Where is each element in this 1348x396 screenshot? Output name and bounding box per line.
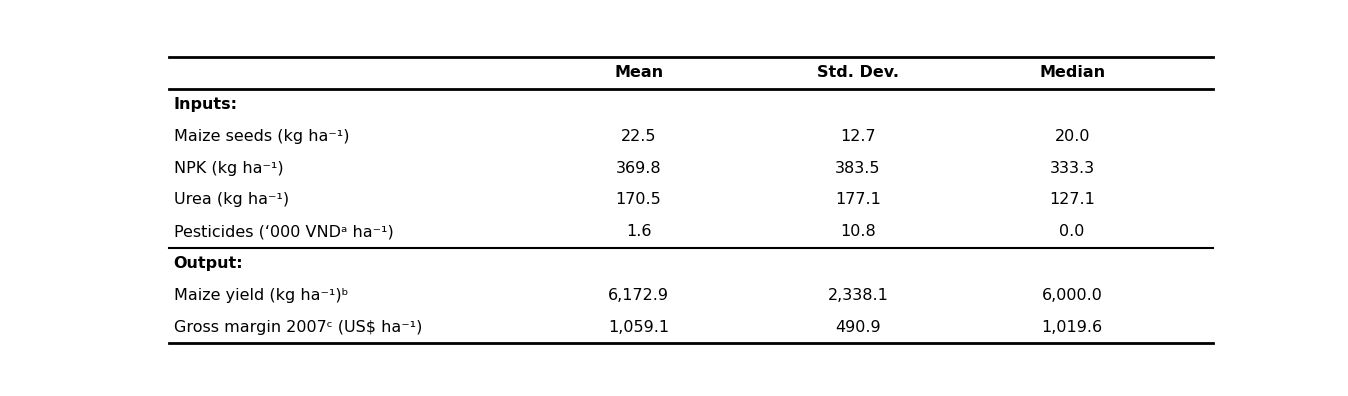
Text: 333.3: 333.3 — [1050, 161, 1095, 176]
Text: Median: Median — [1039, 65, 1105, 80]
Text: Gross margin 2007ᶜ (US$ ha⁻¹): Gross margin 2007ᶜ (US$ ha⁻¹) — [174, 320, 422, 335]
Text: 10.8: 10.8 — [840, 224, 876, 239]
Text: 1,059.1: 1,059.1 — [608, 320, 669, 335]
Text: Urea (kg ha⁻¹): Urea (kg ha⁻¹) — [174, 192, 288, 208]
Text: 177.1: 177.1 — [834, 192, 882, 208]
Text: 22.5: 22.5 — [621, 129, 656, 144]
Text: 383.5: 383.5 — [836, 161, 880, 176]
Text: 20.0: 20.0 — [1054, 129, 1091, 144]
Text: 12.7: 12.7 — [840, 129, 876, 144]
Text: Pesticides (‘000 VNDᵃ ha⁻¹): Pesticides (‘000 VNDᵃ ha⁻¹) — [174, 224, 394, 239]
Text: Std. Dev.: Std. Dev. — [817, 65, 899, 80]
Text: 6,000.0: 6,000.0 — [1042, 288, 1103, 303]
Text: Output:: Output: — [174, 256, 244, 271]
Text: 6,172.9: 6,172.9 — [608, 288, 669, 303]
Text: 490.9: 490.9 — [836, 320, 880, 335]
Text: 2,338.1: 2,338.1 — [828, 288, 888, 303]
Text: Inputs:: Inputs: — [174, 97, 237, 112]
Text: Maize yield (kg ha⁻¹)ᵇ: Maize yield (kg ha⁻¹)ᵇ — [174, 288, 348, 303]
Text: 1.6: 1.6 — [625, 224, 651, 239]
Text: 0.0: 0.0 — [1060, 224, 1085, 239]
Text: 127.1: 127.1 — [1049, 192, 1095, 208]
Text: NPK (kg ha⁻¹): NPK (kg ha⁻¹) — [174, 161, 283, 176]
Text: Mean: Mean — [615, 65, 663, 80]
Text: 369.8: 369.8 — [616, 161, 662, 176]
Text: 170.5: 170.5 — [616, 192, 662, 208]
Text: 1,019.6: 1,019.6 — [1042, 320, 1103, 335]
Text: Maize seeds (kg ha⁻¹): Maize seeds (kg ha⁻¹) — [174, 129, 349, 144]
